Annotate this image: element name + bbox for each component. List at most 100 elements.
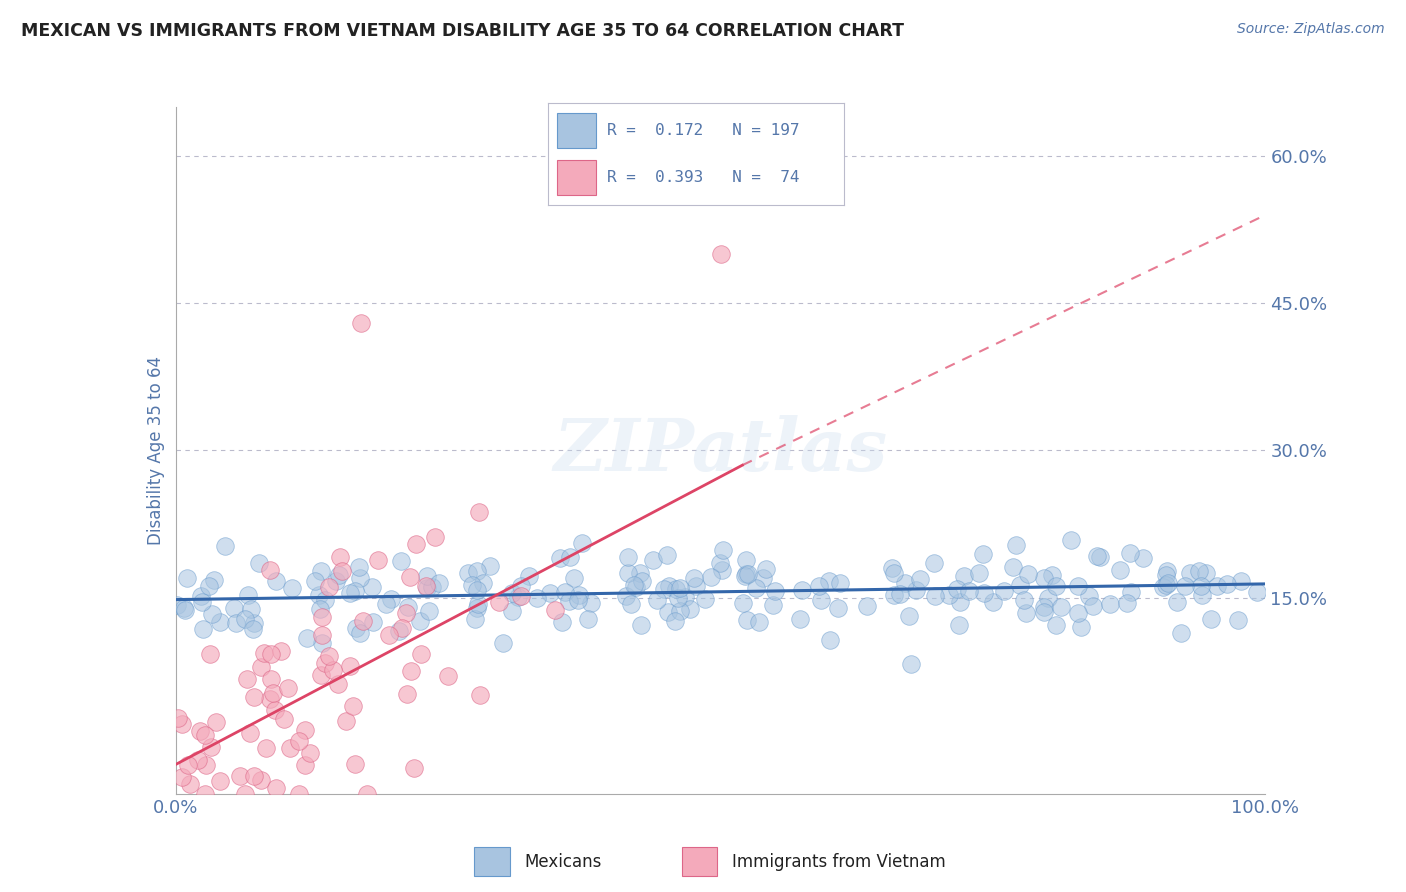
Point (465, 564, 488, 578)
Point (762, 598, 785, 612)
Point (470, 688, 492, 702)
Point (624, 580, 647, 594)
Point (953, 568, 976, 582)
Point (1002, 560, 1025, 574)
Point (236, 672, 259, 686)
Point (394, 607, 416, 621)
Point (415, 579, 437, 593)
Point (260, 647, 283, 661)
Point (623, 578, 645, 592)
Point (856, 599, 879, 613)
Point (924, 556, 946, 570)
Point (571, 535, 593, 549)
Point (235, 787, 257, 801)
Point (900, 657, 922, 672)
Point (437, 669, 460, 683)
Point (669, 604, 692, 618)
Point (1067, 579, 1090, 593)
Point (278, 740, 301, 755)
Point (665, 582, 688, 597)
Point (924, 589, 946, 603)
Point (1174, 579, 1197, 593)
Point (287, 787, 309, 801)
Point (938, 588, 960, 602)
Point (176, 572, 198, 586)
Point (1033, 605, 1056, 619)
Point (748, 615, 770, 629)
Point (342, 698, 364, 713)
Point (264, 703, 287, 717)
Point (311, 636, 333, 650)
Point (710, 247, 733, 261)
Point (1040, 567, 1063, 582)
Point (396, 600, 419, 615)
Point (679, 601, 702, 615)
FancyBboxPatch shape (474, 847, 509, 876)
Point (415, 581, 437, 595)
Point (356, 787, 378, 801)
Point (343, 757, 366, 772)
Point (205, 714, 228, 729)
Point (883, 566, 905, 581)
Point (191, 595, 214, 609)
Point (1191, 588, 1213, 602)
Point (314, 657, 336, 671)
Point (270, 644, 292, 658)
Point (352, 614, 374, 628)
Point (1050, 599, 1073, 614)
Point (311, 628, 333, 642)
Point (259, 692, 281, 706)
Text: MEXICAN VS IMMIGRANTS FROM VIETNAM DISABILITY AGE 35 TO 64 CORRELATION CHART: MEXICAN VS IMMIGRANTS FROM VIETNAM DISAB… (21, 22, 904, 40)
Point (254, 741, 277, 756)
Point (745, 581, 768, 595)
Point (755, 562, 778, 576)
Point (191, 622, 214, 636)
Text: Mexicans: Mexicans (524, 853, 602, 871)
Point (993, 584, 1015, 599)
Point (1166, 595, 1188, 609)
Point (792, 582, 814, 597)
Point (893, 575, 915, 590)
Point (666, 591, 689, 605)
Point (465, 601, 488, 615)
Point (710, 563, 733, 577)
Point (281, 581, 304, 595)
Point (1005, 538, 1028, 552)
Point (558, 549, 581, 564)
Point (322, 663, 344, 677)
Point (233, 611, 256, 625)
Point (1119, 546, 1142, 560)
Point (314, 593, 336, 607)
Point (309, 668, 332, 682)
Point (347, 559, 370, 574)
Point (396, 687, 419, 701)
Point (685, 579, 707, 593)
Point (1205, 579, 1227, 593)
Point (416, 569, 439, 583)
Point (683, 571, 706, 585)
Point (404, 761, 426, 775)
Point (551, 615, 574, 629)
Point (709, 556, 731, 570)
Point (409, 615, 432, 629)
Point (427, 576, 450, 591)
Point (558, 594, 581, 608)
Point (695, 591, 717, 606)
Point (423, 530, 446, 544)
Point (897, 608, 920, 623)
Point (1216, 576, 1239, 591)
Point (1067, 606, 1090, 620)
Point (810, 592, 832, 607)
Point (544, 603, 567, 617)
Point (526, 591, 548, 605)
Point (1032, 571, 1054, 585)
Point (983, 595, 1005, 609)
Point (1119, 585, 1142, 599)
Point (699, 570, 721, 584)
Point (1180, 566, 1202, 580)
Point (350, 316, 373, 330)
Point (1246, 585, 1268, 599)
Point (972, 547, 994, 561)
Point (309, 601, 332, 615)
Point (167, 711, 190, 725)
